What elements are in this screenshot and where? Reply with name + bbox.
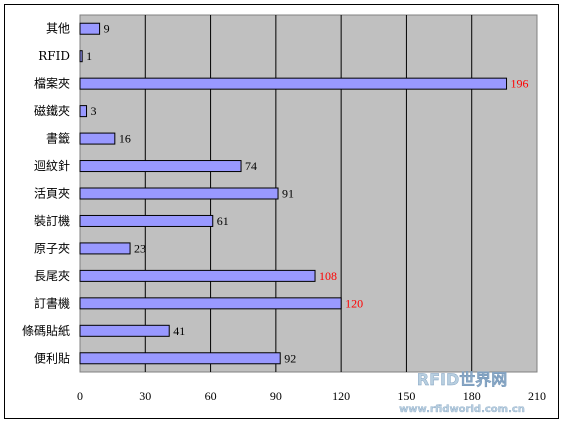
bar (79, 160, 242, 173)
data-label: 196 (511, 77, 529, 91)
bars: 91 196 3 16 74 91 61 23 108 120 41 92 (79, 22, 529, 365)
bar (79, 324, 170, 337)
data-label: 1 (86, 49, 92, 63)
bar (79, 22, 101, 35)
data-label: 74 (245, 159, 257, 173)
data-label: 120 (345, 296, 363, 310)
bar (79, 77, 508, 90)
x-tick-label: 120 (332, 389, 350, 403)
x-tick-label: 90 (270, 389, 282, 403)
bar (79, 50, 83, 63)
category-label: 原子夾 (34, 241, 70, 255)
bar (79, 214, 214, 227)
x-tick-label: 30 (139, 389, 151, 403)
data-label: 23 (134, 241, 146, 255)
category-label: 便利貼 (34, 350, 70, 365)
bar (79, 297, 342, 310)
data-label: 9 (104, 22, 110, 36)
data-label: 41 (173, 324, 185, 338)
watermark-title: RFID世界网 (417, 370, 508, 389)
category-label: 長尾夾 (34, 269, 70, 283)
data-label: 91 (282, 187, 294, 201)
x-tick-label: 60 (205, 389, 217, 403)
x-tick-label: 0 (77, 389, 83, 403)
category-label: 裝訂機 (34, 213, 70, 228)
category-label: 磁鐵夾 (34, 103, 70, 118)
bar (79, 132, 116, 145)
category-label: RFID (38, 49, 70, 63)
data-label: 61 (217, 214, 229, 228)
x-tick-label: 180 (463, 389, 481, 403)
bar (79, 242, 131, 255)
x-tick-labels: 0 30 60 90 120 150 180 210 (77, 389, 546, 403)
bar (79, 352, 281, 365)
watermark-url: www.rfidworld.com.cn (399, 404, 525, 415)
bar (79, 269, 316, 282)
x-tick-label: 210 (528, 389, 546, 403)
x-tick-label: 150 (397, 389, 415, 403)
category-label: 條碼貼紙 (22, 323, 70, 338)
category-label: 訂書機 (34, 295, 70, 310)
category-label: 迴紋針 (34, 158, 70, 173)
data-label: 108 (319, 269, 337, 283)
data-label: 92 (284, 351, 296, 365)
data-label: 16 (119, 132, 131, 146)
bar (79, 187, 279, 200)
category-label: 活頁夾 (34, 187, 70, 201)
category-label: 檔案夾 (34, 76, 70, 91)
category-label: 其他 (46, 22, 70, 36)
data-label: 3 (91, 104, 97, 118)
bar (79, 105, 88, 118)
category-label: 書籤 (46, 131, 70, 146)
watermark: RFID世界网 www.rfidworld.com.cn (399, 370, 525, 415)
